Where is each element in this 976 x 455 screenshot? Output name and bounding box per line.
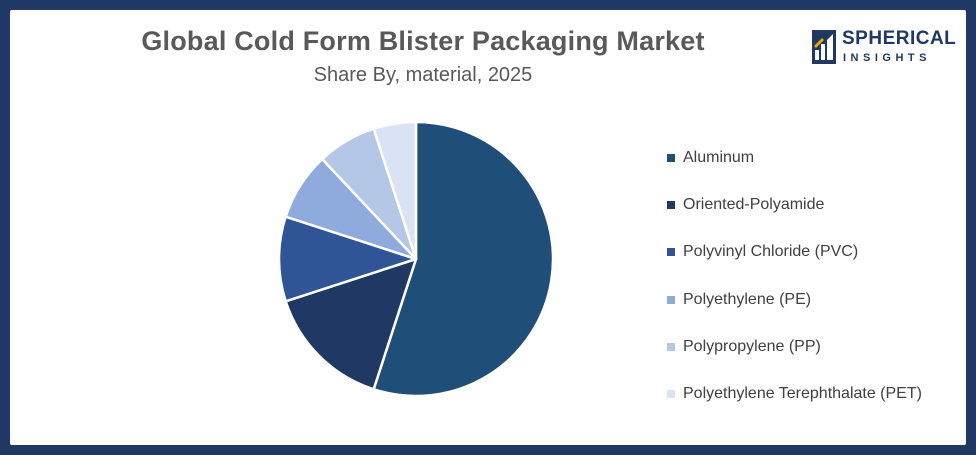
pie-slice-2 <box>277 215 418 303</box>
logo-text-line2: INSIGHTS <box>843 52 931 64</box>
spherical-insights-logo: SPHERICAL INSIGHTS <box>812 28 956 68</box>
legend-swatch <box>667 295 675 304</box>
legend-label: Polyethylene Terephthalate (PET) <box>683 385 922 403</box>
chart-subtitle: Share By, material, 2025 <box>313 64 533 86</box>
pie-slice-0 <box>372 120 555 398</box>
legend-swatch <box>667 342 675 351</box>
legend-swatch <box>667 390 675 399</box>
legend-swatch <box>667 153 675 162</box>
chart-frame: Global Cold Form Blister Packaging Marke… <box>10 10 966 445</box>
legend-label: Polyvinyl Chloride (PVC) <box>683 243 859 261</box>
chart-legend: Aluminum Oriented-Polyamide Polyvinyl Chlo… <box>667 134 922 418</box>
legend-item-4: Polypropylene (PP) <box>667 323 922 370</box>
legend-label: Oriented-Polyamide <box>683 195 825 213</box>
legend-swatch <box>667 200 675 209</box>
legend-item-2: Polyvinyl Chloride (PVC) <box>667 229 922 276</box>
chart-title: Global Cold Form Blister Packaging Marke… <box>141 26 705 56</box>
legend-label: Polypropylene (PP) <box>683 337 821 355</box>
pie-slice-5 <box>372 120 418 261</box>
legend-item-5: Polyethylene Terephthalate (PET) <box>667 370 922 417</box>
pie-chart <box>277 120 555 398</box>
legend-label: Polyethylene (PE) <box>683 290 812 308</box>
logo-mark-icon <box>812 30 836 64</box>
legend-label: Aluminum <box>683 148 755 166</box>
legend-item-0: Aluminum <box>667 134 922 181</box>
legend-swatch <box>667 248 675 257</box>
legend-item-3: Polyethylene (PE) <box>667 276 922 323</box>
legend-item-1: Oriented-Polyamide <box>667 181 922 228</box>
logo-text-line1: SPHERICAL <box>842 28 957 49</box>
